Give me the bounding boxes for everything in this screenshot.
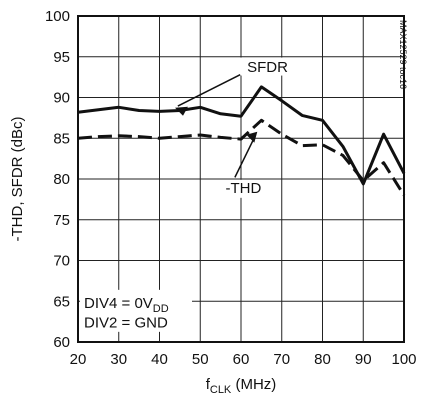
x-axis-label-main: f	[206, 376, 211, 393]
thd-label-backdrop	[223, 179, 264, 198]
x-tick-label: 70	[273, 351, 290, 368]
condition-div2: DIV2 = GND	[84, 314, 168, 331]
sfdr-arrowhead	[174, 106, 188, 116]
x-tick-label: 40	[151, 351, 168, 368]
plot-frame	[77, 15, 405, 343]
tick-labels: 20 30 40 50 60 70 80 90 100 60 65 70 75 80 85 90 95 100	[45, 8, 417, 368]
thd-annotation-label: -THD	[226, 180, 262, 197]
series-line-sfdr	[77, 85, 406, 186]
axis-labels: fCLK (MHz) -THD, SFDR (dBc) MAX12529 toc16	[9, 20, 408, 396]
y-tick-label: 75	[53, 212, 70, 229]
y-tick-label: 70	[53, 253, 70, 270]
x-tick-label: 80	[314, 351, 331, 368]
x-tick-label: 100	[391, 351, 416, 368]
grid-lines	[78, 16, 404, 342]
y-tick-label: 95	[53, 49, 70, 66]
series-lines	[77, 85, 406, 197]
sfdr-annotation-label: SFDR	[247, 59, 288, 76]
y-tick-label: 85	[53, 130, 70, 147]
x-tick-label: 50	[192, 351, 209, 368]
y-tick-label: 100	[45, 8, 70, 25]
condition-div4-subscript: DD	[153, 303, 169, 315]
x-axis-label-unit: (MHz)	[231, 376, 276, 393]
thd-leader-line	[234, 137, 256, 178]
x-axis-label: fCLK (MHz)	[206, 376, 277, 396]
x-axis-label-subscript: CLK	[210, 384, 232, 396]
y-axis-label: -THD, SFDR (dBc)	[9, 117, 26, 242]
y-tick-label: 65	[53, 293, 70, 310]
x-tick-label: 20	[70, 351, 87, 368]
condition-div4: DIV4 = 0VDD	[84, 295, 169, 315]
y-tick-label: 80	[53, 171, 70, 188]
series-line-thd	[77, 118, 406, 197]
sfdr-label-backdrop	[238, 57, 283, 76]
x-tick-label: 60	[233, 351, 250, 368]
sfdr-leader-line	[177, 74, 241, 107]
x-tick-label: 30	[110, 351, 127, 368]
x-tick-label: 90	[355, 351, 372, 368]
condition-div4-main: DIV4 = 0V	[84, 295, 153, 312]
conditions-backdrop	[80, 289, 192, 332]
plot-border	[77, 15, 405, 343]
thd-arrowhead	[246, 131, 258, 143]
y-tick-label: 90	[53, 90, 70, 107]
y-tick-label: 60	[53, 334, 70, 351]
figure-id-label: MAX12529 toc16	[398, 20, 408, 89]
